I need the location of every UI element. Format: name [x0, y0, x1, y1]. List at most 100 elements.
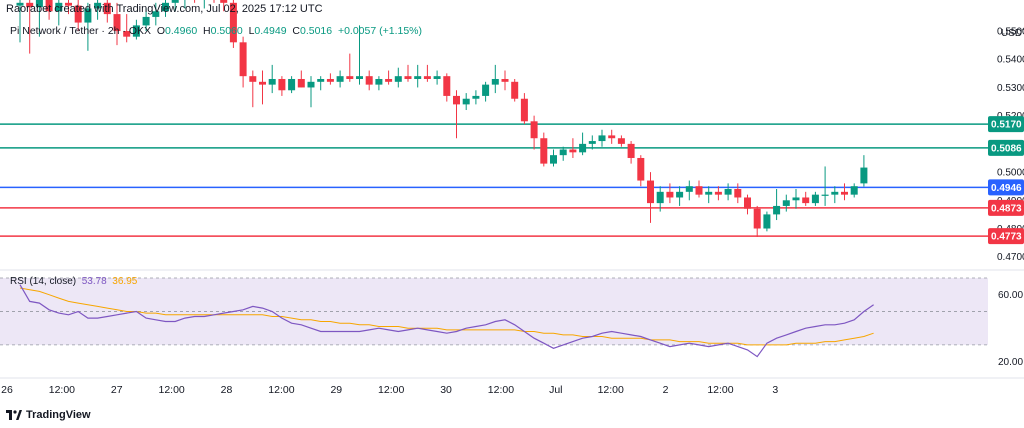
candle: [472, 90, 480, 105]
time-tick-label: 29: [330, 384, 342, 396]
time-tick-label: 30: [440, 384, 452, 396]
symbol-info-bar[interactable]: Pi Network / Tether · 2h · OKX O0.4960 H…: [10, 25, 422, 37]
candle: [821, 166, 829, 206]
candle: [142, 8, 150, 32]
candle: [365, 70, 373, 91]
candle: [453, 90, 460, 139]
time-tick-label: Jul: [549, 384, 562, 396]
candle: [608, 129, 616, 144]
time-tick-label: 28: [221, 384, 233, 396]
candle: [792, 189, 800, 209]
level-price-tag: [988, 228, 1024, 245]
time-axis[interactable]: 26 12:00 27 12:00 28 12:00 29 12:00 30 12:00 Jul 12…: [0, 377, 1024, 396]
level-price-label: 0.5086: [991, 143, 1022, 154]
candle: [213, 0, 215, 3]
time-tick-label: 12:00: [378, 384, 404, 396]
candle: [802, 191, 810, 206]
high-label: H: [203, 25, 211, 37]
candle: [326, 73, 334, 85]
level-price-tag: [988, 199, 1024, 216]
time-tick-label: 12:00: [159, 384, 185, 396]
level-price-label: 0.4773: [991, 232, 1022, 243]
symbol-name[interactable]: Pi Network / Tether · 2h · OKX: [10, 25, 152, 37]
candle: [297, 70, 305, 88]
candle: [860, 155, 868, 187]
candle: [229, 0, 237, 48]
time-tick-label: 2: [663, 384, 669, 396]
rsi-tick-label: 20.00: [998, 357, 1023, 368]
candle: [462, 93, 470, 111]
rsi-ma-value: 36.95: [112, 276, 138, 287]
level-price-tag: [988, 139, 1024, 156]
time-tick-label: 12:00: [488, 384, 514, 396]
rsi-line: [19, 284, 874, 358]
candle: [588, 135, 596, 150]
candle: [414, 64, 422, 88]
candle: [598, 129, 606, 147]
time-tick-label: 12:00: [49, 384, 75, 396]
rsi-pane: [0, 269, 1024, 358]
candle: [123, 14, 131, 43]
candlestick-series: [16, 0, 868, 237]
candle: [559, 146, 567, 161]
brand-name: TradingView: [26, 409, 91, 421]
level-price-tag: [988, 116, 1024, 133]
candle: [831, 186, 839, 204]
candle: [356, 25, 363, 85]
candle: [685, 180, 693, 201]
candle: [203, 0, 205, 9]
candle: [647, 172, 654, 223]
horizontal-levels: [0, 123, 988, 237]
rsi-legend[interactable]: RSI (14, close) 53.78 36.95: [10, 276, 137, 287]
candle: [433, 70, 441, 85]
candle: [26, 0, 34, 54]
high-value: 0.5060: [210, 25, 243, 37]
time-tick-label: 3: [772, 384, 778, 396]
candle: [336, 70, 344, 88]
candle: [132, 19, 140, 40]
candle: [520, 93, 528, 125]
candle: [550, 149, 557, 167]
axis-currency: USDT: [1001, 28, 1024, 39]
tradingview-logo-icon: [6, 410, 22, 420]
candle: [307, 76, 315, 108]
candle: [627, 141, 635, 164]
change-value: +0.0057 (+1.15%): [337, 25, 423, 37]
candle: [695, 180, 703, 198]
candle: [724, 183, 732, 201]
time-tick-label: 12:00: [707, 384, 733, 396]
rsi-tick-label: 60.00: [998, 290, 1023, 301]
candle: [491, 64, 499, 94]
close-value: 0.5016: [299, 25, 333, 37]
time-tick-label: 26: [1, 384, 13, 396]
time-tick-label: 12:00: [598, 384, 624, 396]
candle: [162, 0, 169, 17]
candle: [404, 64, 412, 82]
candle: [385, 70, 393, 85]
candle: [705, 186, 713, 204]
candle: [113, 2, 121, 46]
price-axis[interactable]: USDT0.55000.54000.53000.52000.51000.5000…: [988, 27, 1024, 369]
candle: [617, 135, 625, 147]
tradingview-brand[interactable]: TradingView: [6, 409, 91, 421]
candle: [676, 186, 684, 206]
candle: [666, 183, 674, 204]
time-tick-label: 12:00: [268, 384, 294, 396]
candle: [249, 70, 257, 108]
candle: [443, 73, 451, 102]
candle: [259, 70, 266, 105]
candle: [171, 0, 179, 12]
candle: [84, 2, 92, 51]
time-tick-label: 27: [111, 384, 123, 396]
candle: [16, 0, 24, 43]
candle: [530, 115, 538, 150]
candle: [501, 70, 509, 91]
open-value: 0.4960: [165, 25, 198, 37]
candle: [220, 0, 228, 12]
candle: [569, 138, 577, 158]
